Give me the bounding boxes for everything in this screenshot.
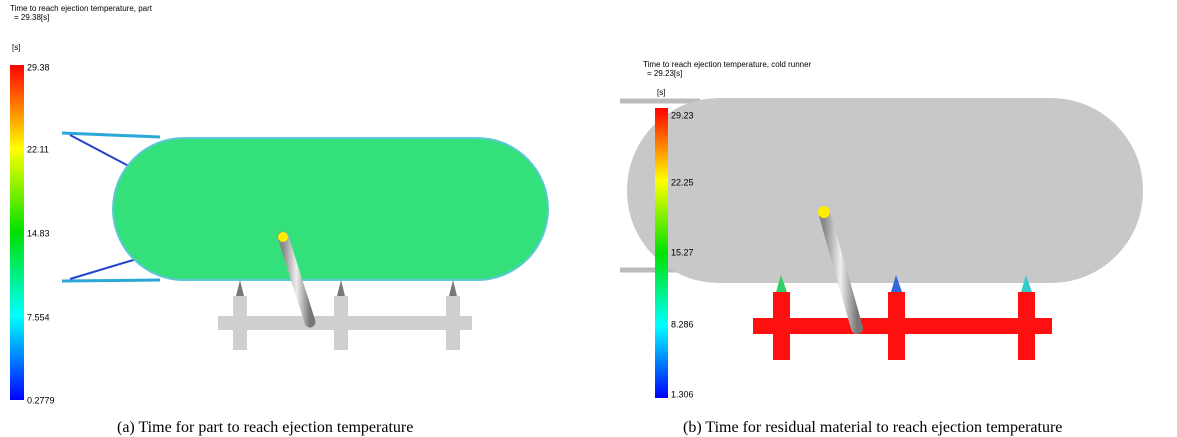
scale-label: 7.554 — [27, 312, 50, 322]
panel-b: Time to reach ejection temperature, cold… — [620, 60, 1143, 436]
panel-title: Time to reach ejection temperature, part — [10, 4, 153, 13]
color-bar — [655, 108, 668, 398]
scale-label: 22.11 — [27, 144, 49, 154]
scale-label: 0.2779 — [27, 395, 55, 405]
scale-label: 22.25 — [671, 177, 694, 187]
scale-label: 29.38 — [27, 62, 50, 72]
caption: (a) Time for part to reach ejection temp… — [117, 419, 413, 436]
unit-label: [s] — [12, 43, 20, 52]
scale-label: 1.306 — [671, 389, 694, 399]
color-bar — [10, 65, 24, 400]
scale-label: 8.286 — [671, 319, 694, 329]
result-value: = 29.23[s] — [647, 69, 682, 78]
unit-label: [s] — [657, 88, 665, 97]
result-value: = 29.38[s] — [14, 13, 49, 22]
scale-label: 14.83 — [27, 228, 50, 238]
panel-title: Time to reach ejection temperature, cold… — [643, 60, 812, 69]
caption: (b) Time for residual material to reach … — [683, 419, 1062, 436]
model-a — [61, 131, 549, 350]
scale-label: 29.23 — [671, 110, 694, 120]
model-b — [620, 98, 1143, 360]
scale-label: 15.27 — [671, 247, 694, 257]
panel-a: Time to reach ejection temperature, part… — [10, 4, 549, 436]
